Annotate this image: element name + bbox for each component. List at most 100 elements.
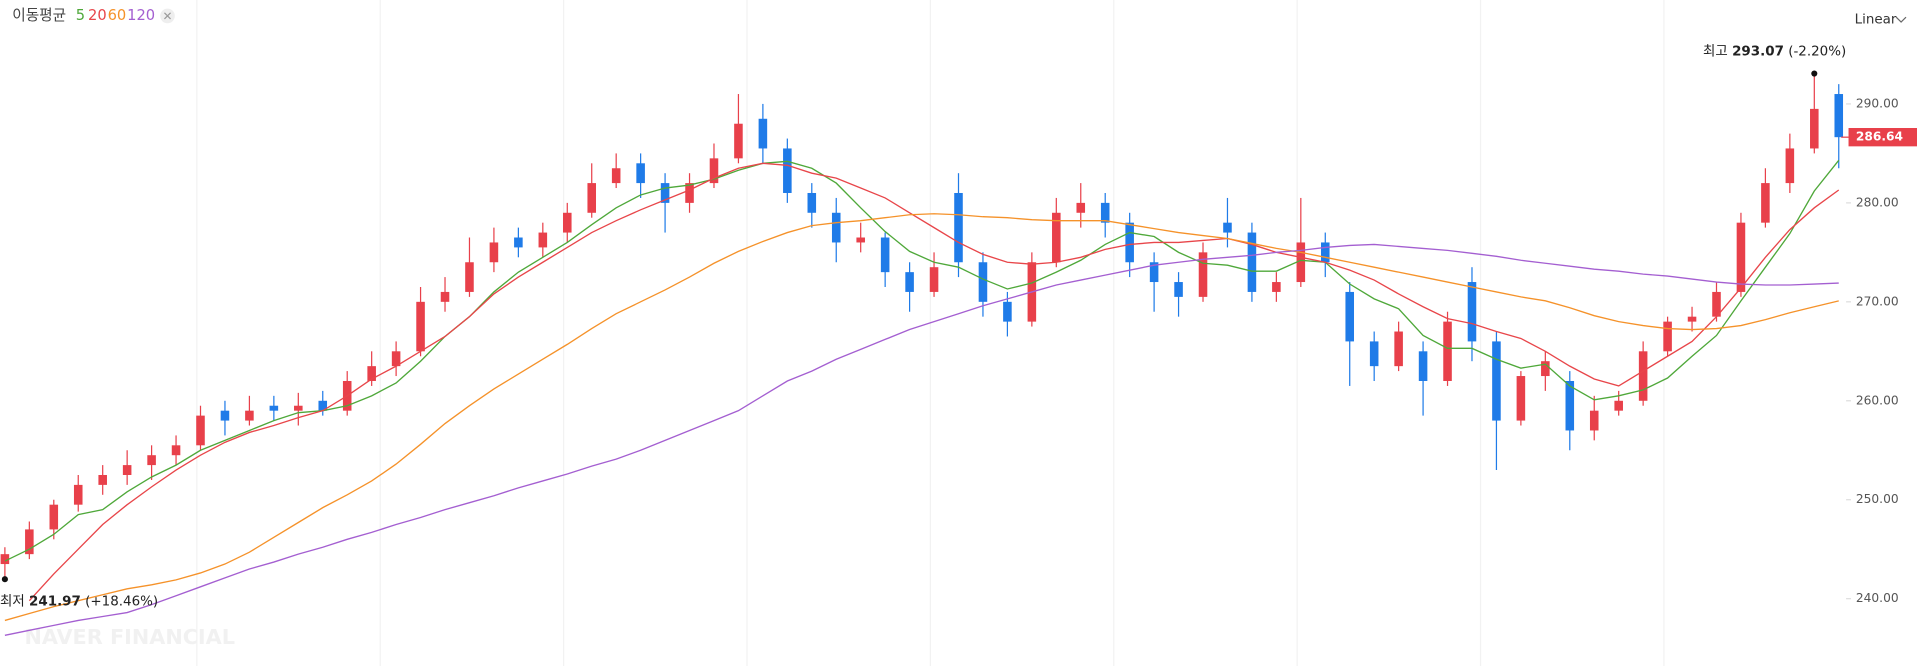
low-change: (+18.46%) xyxy=(85,595,158,610)
candle-body xyxy=(1174,282,1183,297)
candle-body xyxy=(1565,380,1575,431)
plot xyxy=(0,73,1844,636)
candle-body xyxy=(171,445,181,456)
candle-body xyxy=(929,267,939,292)
candle-body xyxy=(1687,316,1697,322)
candle-body xyxy=(489,242,499,263)
candle-body xyxy=(0,554,10,565)
low-value: 241.97 xyxy=(29,595,81,610)
candle-body xyxy=(1223,222,1232,233)
candle-body xyxy=(391,351,401,367)
candle-body xyxy=(1736,222,1746,292)
y-tick-label: 290.00 xyxy=(1856,96,1899,110)
candle-body xyxy=(465,262,474,292)
candle-body xyxy=(1712,291,1721,317)
low-annotation: 최저 241.97 (+18.46%) xyxy=(0,594,158,610)
legend-entry: 120 xyxy=(127,7,155,24)
candle-body xyxy=(318,400,328,411)
high-prefix: 최고 xyxy=(1703,43,1728,59)
candle-body xyxy=(98,474,107,485)
candle-body xyxy=(856,237,865,243)
legend-close[interactable] xyxy=(160,8,175,24)
candle-body xyxy=(905,272,914,292)
moving-average-line xyxy=(28,162,1840,602)
candle-body xyxy=(1541,361,1550,377)
y-tick-label: 240.00 xyxy=(1856,591,1899,605)
low-prefix: 최저 xyxy=(0,594,25,610)
candle-body xyxy=(636,163,645,184)
dropdown-chevron[interactable] xyxy=(1895,16,1907,23)
high-value: 293.07 xyxy=(1732,44,1784,59)
candle-body xyxy=(49,504,59,530)
candle-body xyxy=(245,410,254,421)
legend-entry: 5 xyxy=(76,7,85,24)
candle-body xyxy=(416,301,425,352)
candle-body xyxy=(1589,410,1599,431)
candle-body xyxy=(1345,291,1355,342)
legend-entry: 60 xyxy=(108,7,127,24)
candle-body xyxy=(734,123,743,159)
candle-body xyxy=(440,291,450,302)
high-annotation: 최고 293.07 (-2.20%) xyxy=(1703,43,1846,59)
candle-body xyxy=(611,168,621,184)
candle-body xyxy=(831,212,841,243)
legend-entry: 20 xyxy=(88,7,107,24)
candle-body xyxy=(978,262,988,302)
y-tick-label: 260.00 xyxy=(1856,393,1899,407)
candle-body xyxy=(1394,331,1403,367)
candle-body xyxy=(294,405,303,411)
last-price-label: 286.64 xyxy=(1856,130,1903,144)
candle-body xyxy=(1052,212,1061,263)
candle-body xyxy=(1443,321,1452,381)
moving-average-line xyxy=(4,159,1840,562)
candle-body xyxy=(1785,148,1795,184)
legend-title: 이동평균 xyxy=(12,7,66,24)
candle-body xyxy=(1834,94,1844,138)
moving-average-line xyxy=(4,213,1839,622)
candle-body xyxy=(1003,301,1012,322)
candle-body xyxy=(758,118,768,149)
candle-body xyxy=(709,158,719,184)
candle-body xyxy=(1663,321,1672,352)
moving-average-line xyxy=(4,243,1839,636)
y-tick-label: 270.00 xyxy=(1856,294,1899,308)
candle-body xyxy=(1100,202,1110,223)
candle-body xyxy=(196,415,205,446)
candle-body xyxy=(562,212,572,233)
candle-body xyxy=(685,183,694,203)
watermark: NAVER FINANCIAL xyxy=(24,625,235,649)
candle-body xyxy=(1467,282,1477,342)
candle-body xyxy=(1076,202,1086,213)
candle-body xyxy=(660,183,670,203)
candle-body xyxy=(1761,183,1770,223)
y-tick-label: 280.00 xyxy=(1856,195,1899,209)
candle-body xyxy=(220,410,230,421)
candle-body xyxy=(1810,108,1819,149)
candle-body xyxy=(1418,351,1428,381)
candle-body xyxy=(587,183,597,213)
candle-body xyxy=(25,529,34,555)
candle-body xyxy=(269,405,279,411)
candle-body xyxy=(783,148,792,193)
candle-body xyxy=(147,455,156,466)
candle-body xyxy=(514,237,523,248)
candle-body xyxy=(880,237,890,273)
candle-body xyxy=(1247,232,1257,292)
candle-body xyxy=(1296,242,1306,283)
candle-body xyxy=(538,232,548,248)
candle-body xyxy=(1149,262,1159,283)
candle-body xyxy=(954,192,963,263)
scale-toggle[interactable]: Linear xyxy=(1855,13,1897,28)
high-marker xyxy=(1811,70,1818,77)
candle-body xyxy=(1516,376,1526,421)
candle-body xyxy=(1614,400,1623,411)
close-icon xyxy=(164,12,171,20)
candle-body xyxy=(73,484,83,505)
candle-body xyxy=(1369,341,1379,367)
candle-body xyxy=(1492,341,1501,421)
low-marker xyxy=(1,576,8,583)
candle-body xyxy=(122,465,132,475)
candle-body xyxy=(1125,222,1134,263)
